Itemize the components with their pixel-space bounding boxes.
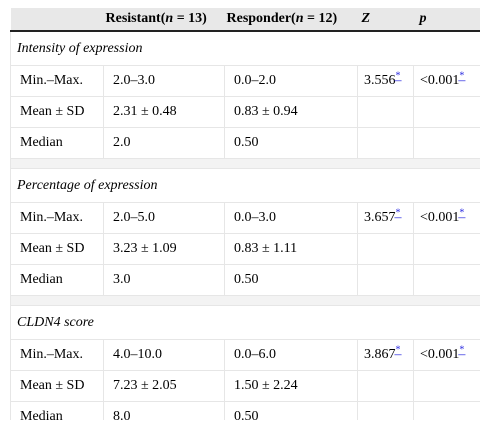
responder-value: 0.0–2.0 [224,65,358,97]
table-row: Median 2.0 0.50 [10,127,480,159]
responder-value: 0.83 ± 1.11 [224,233,358,265]
header-label-col [10,8,104,32]
results-table-container: Resistant(n = 13) Responder(n = 12) Z p … [10,8,480,420]
resistant-value: 2.0–5.0 [103,202,225,234]
p-cell [413,233,480,265]
responder-value: 1.50 ± 2.24 [224,370,358,402]
footnote-link[interactable]: * [395,344,401,356]
table-row: Mean ± SD 2.31 ± 0.48 0.83 ± 0.94 [10,96,480,128]
footnote-link[interactable]: * [395,70,401,82]
row-label: Mean ± SD [10,233,104,265]
z-cell: 3.867*– [357,339,414,371]
z-cell [357,264,414,296]
resistant-value: 2.31 ± 0.48 [103,96,225,128]
section-header-row: Percentage of expression [10,168,480,203]
row-label: Min.–Max. [10,65,104,97]
z-cell [357,233,414,265]
footnote-underline: – [394,73,402,88]
table-row: Min.–Max. 2.0–5.0 0.0–3.0 3.657*– <0.001… [10,202,480,234]
p-value: <0.001 [420,210,460,225]
header-resistant: Resistant(n = 13) [103,8,225,32]
p-cell: <0.001*– [413,339,480,371]
resistant-value: 4.0–10.0 [103,339,225,371]
footnote-underline: – [394,347,402,362]
table-row: Median 3.0 0.50 [10,264,480,296]
p-cell [413,370,480,402]
p-cell: <0.001*– [413,202,480,234]
table-header-row: Resistant(n = 13) Responder(n = 12) Z p [10,8,480,32]
table-row: Mean ± SD 7.23 ± 2.05 1.50 ± 2.24 [10,370,480,402]
resistant-value: 3.23 ± 1.09 [103,233,225,265]
p-cell [413,264,480,296]
header-responder: Responder(n = 12) [224,8,358,32]
responder-value: 0.0–3.0 [224,202,358,234]
resistant-value: 8.0 [103,401,225,420]
resistant-value: 7.23 ± 2.05 [103,370,225,402]
results-table: Resistant(n = 13) Responder(n = 12) Z p … [10,8,480,420]
table-row: Mean ± SD 3.23 ± 1.09 0.83 ± 1.11 [10,233,480,265]
responder-value: 0.50 [224,264,358,296]
responder-value: 0.50 [224,127,358,159]
footnote-link[interactable]: * [459,70,465,82]
header-z: Z [357,8,414,32]
z-cell: 3.657*– [357,202,414,234]
resistant-value: 2.0 [103,127,225,159]
section-title: Intensity of expression [10,31,480,66]
p-cell [413,96,480,128]
footnote-underline: – [394,210,402,225]
p-value: <0.001 [420,347,460,362]
row-label: Median [10,127,104,159]
z-cell [357,401,414,420]
row-label: Min.–Max. [10,339,104,371]
section-title: CLDN4 score [10,305,480,340]
z-cell: 3.556*– [357,65,414,97]
header-p: p [413,8,480,32]
p-cell [413,401,480,420]
z-value: 3.556 [364,73,396,88]
responder-value: 0.83 ± 0.94 [224,96,358,128]
section-title: Percentage of expression [10,168,480,203]
responder-value: 0.50 [224,401,358,420]
table-body: Intensity of expression Min.–Max. 2.0–3.… [10,31,480,420]
table-row: Min.–Max. 4.0–10.0 0.0–6.0 3.867*– <0.00… [10,339,480,371]
footnote-underline: – [458,73,466,88]
row-label: Mean ± SD [10,370,104,402]
footnote-link[interactable]: * [395,207,401,219]
resistant-value: 2.0–3.0 [103,65,225,97]
footnote-link[interactable]: * [459,207,465,219]
table-row: Median 8.0 0.50 [10,401,480,420]
responder-value: 0.0–6.0 [224,339,358,371]
section-header-row: Intensity of expression [10,31,480,66]
row-label: Median [10,264,104,296]
z-cell [357,127,414,159]
section-spacer [10,158,480,169]
footnote-underline: – [458,210,466,225]
table-row: Min.–Max. 2.0–3.0 0.0–2.0 3.556*– <0.001… [10,65,480,97]
z-cell [357,96,414,128]
p-value: <0.001 [420,73,460,88]
p-cell [413,127,480,159]
row-label: Mean ± SD [10,96,104,128]
footnote-link[interactable]: * [459,344,465,356]
z-value: 3.867 [364,347,396,362]
footnote-underline: – [458,347,466,362]
z-value: 3.657 [364,210,396,225]
section-spacer [10,295,480,306]
section-header-row: CLDN4 score [10,305,480,340]
row-label: Median [10,401,104,420]
resistant-value: 3.0 [103,264,225,296]
p-cell: <0.001*– [413,65,480,97]
z-cell [357,370,414,402]
row-label: Min.–Max. [10,202,104,234]
